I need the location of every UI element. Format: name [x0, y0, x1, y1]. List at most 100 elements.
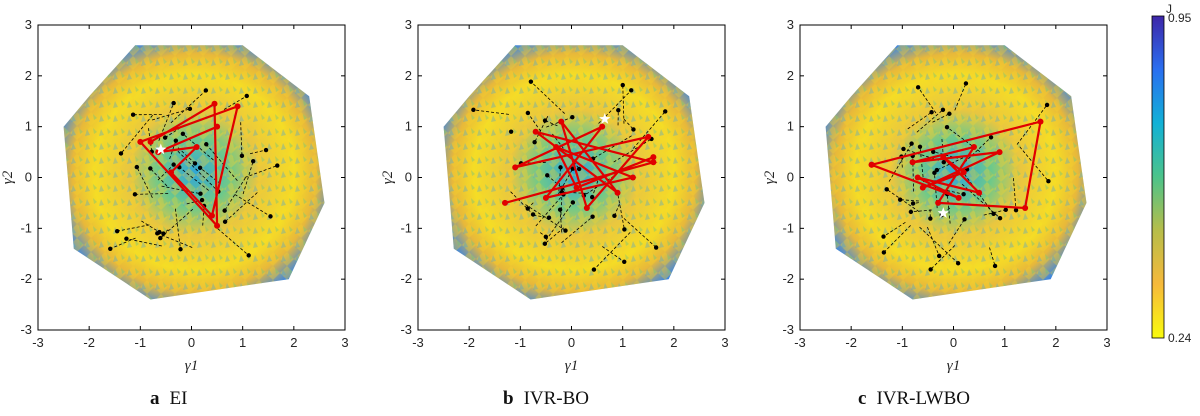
- y-tick-label: -1: [400, 220, 412, 235]
- trajectory-segment: [883, 225, 911, 253]
- sample-point: [897, 197, 903, 202]
- x-tick-label: 0: [950, 335, 957, 350]
- trajectory-segment: [917, 87, 937, 114]
- trajectory-segment: [559, 209, 563, 233]
- trajectory-segment: [930, 245, 956, 270]
- sample-point: [171, 162, 176, 167]
- x-tick-label: 1: [1001, 335, 1008, 350]
- sample-point: [192, 161, 198, 166]
- path-point: [573, 184, 580, 191]
- trajectory-segment: [561, 216, 593, 244]
- trajectory-segment: [527, 112, 544, 136]
- trajectory-segment: [593, 232, 631, 270]
- sample-point: [622, 259, 627, 264]
- objective-surface-texture: [63, 45, 325, 300]
- y-tick-label: 1: [405, 119, 412, 134]
- trajectory-segment: [244, 165, 278, 178]
- sample-point: [543, 234, 549, 239]
- sample-point: [134, 164, 140, 170]
- sample-point: [263, 147, 269, 153]
- x-tick-label: 3: [721, 335, 728, 350]
- sample-point: [616, 107, 621, 113]
- sample-point: [222, 208, 227, 213]
- sample-point: [557, 207, 563, 212]
- sample-point: [528, 79, 534, 84]
- sample-point: [928, 216, 933, 221]
- trajectory-segment: [602, 246, 625, 263]
- y-tick-label: 1: [25, 119, 32, 134]
- path-point: [147, 138, 154, 145]
- trajectory-segment: [160, 208, 194, 239]
- trajectory-segment: [901, 156, 903, 168]
- trajectory-segment: [224, 177, 246, 211]
- path-point: [137, 138, 144, 145]
- sample-point: [653, 245, 659, 250]
- x-tick-label: 2: [290, 335, 297, 350]
- colorbar-min-label: 0.24: [1168, 331, 1192, 345]
- y-tick-label: -2: [400, 271, 412, 286]
- path-point: [645, 133, 652, 140]
- x-tick-label: -3: [412, 335, 424, 350]
- trajectory-segment: [179, 166, 209, 191]
- objective-surface-texture: [443, 45, 705, 300]
- path-point: [558, 118, 565, 125]
- x-tick-label: 2: [1052, 335, 1059, 350]
- trajectory-segment: [525, 204, 566, 231]
- sample-point: [881, 234, 886, 239]
- trajectory-segment: [544, 120, 558, 127]
- y-tick-label: -2: [20, 271, 32, 286]
- sample-point: [525, 110, 531, 116]
- sample-point: [275, 163, 280, 168]
- sample-point: [910, 201, 916, 206]
- y-tick-label: 3: [787, 17, 794, 32]
- trajectory-segment: [623, 218, 657, 248]
- x-axis-label: γ1: [947, 358, 960, 374]
- trajectory-segment: [545, 202, 574, 241]
- trajectory-segment: [217, 228, 249, 256]
- sample-point: [542, 118, 548, 123]
- x-tick-label: -2: [463, 335, 475, 350]
- y-tick-label: -1: [782, 220, 794, 235]
- y-tick-label: 1: [787, 119, 794, 134]
- x-axis-label: γ1: [185, 358, 198, 374]
- trajectory-segment: [174, 208, 181, 250]
- sample-point: [934, 167, 940, 173]
- path-point: [214, 222, 221, 229]
- sample-point: [471, 107, 476, 113]
- trajectory-segment: [989, 247, 996, 267]
- sample-point: [962, 217, 967, 222]
- sample-point: [558, 165, 563, 170]
- sample-point: [532, 139, 537, 145]
- sample-point: [114, 228, 120, 234]
- sample-point: [542, 241, 548, 246]
- trajectory-segment: [177, 150, 219, 192]
- path-point: [208, 212, 215, 219]
- y-tick-label: 0: [787, 170, 794, 185]
- trajectory-segment: [533, 214, 550, 219]
- sample-point: [199, 197, 205, 203]
- sample-point: [908, 209, 914, 215]
- trajectory-segment: [223, 95, 247, 110]
- sample-point: [250, 158, 256, 164]
- panel-a: -3 -2 -1 0 1 2 3 -3 -2 -1 0 1 2 3 γ1 γ2: [0, 17, 349, 374]
- trajectory-segment: [910, 209, 932, 213]
- sample-point: [991, 211, 996, 216]
- sample-point: [545, 173, 550, 178]
- sample-point: [663, 109, 668, 114]
- path-point: [919, 184, 926, 191]
- sample-point: [530, 212, 536, 217]
- sample-point: [917, 144, 923, 149]
- y-tick-label: 0: [405, 170, 412, 185]
- x-tick-label: 0: [568, 335, 575, 350]
- trajectory-segment: [530, 81, 565, 114]
- sample-point: [108, 246, 113, 251]
- sample-point: [901, 146, 906, 152]
- sample-point: [508, 129, 514, 134]
- sample-point: [915, 85, 921, 90]
- trajectory-segment: [964, 173, 994, 215]
- trajectory-segment: [202, 205, 205, 226]
- path-point: [650, 154, 657, 161]
- path-point: [909, 159, 916, 166]
- caption-b: b IVR-BO: [503, 388, 590, 409]
- y-tick-label: 3: [405, 17, 412, 32]
